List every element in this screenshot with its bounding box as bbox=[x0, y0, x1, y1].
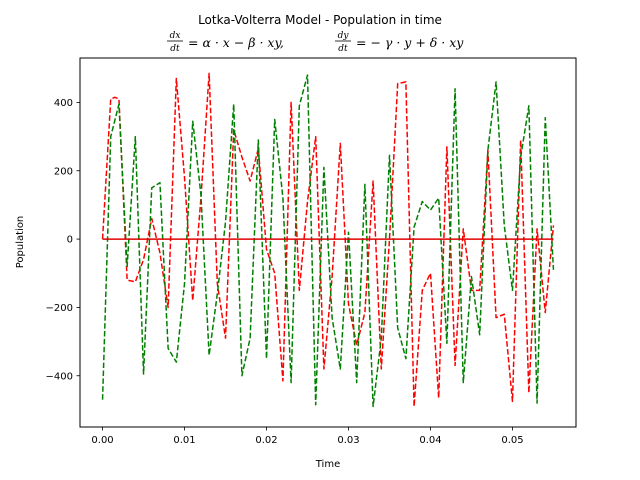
y-tick-label: −400 bbox=[46, 371, 73, 382]
plot-frame bbox=[79, 57, 577, 428]
x-tick-label: 0.01 bbox=[173, 435, 195, 446]
y-tick-label: 0 bbox=[67, 235, 73, 246]
x-tick-label: 0.00 bbox=[91, 435, 113, 446]
y-tick-label: 200 bbox=[54, 166, 73, 177]
equation-right-numerator: dy bbox=[338, 31, 350, 41]
chart-title: Lotka-Volterra Model - Population in tim… bbox=[198, 13, 442, 27]
equation-left-denominator: dt bbox=[170, 44, 180, 54]
equation-right-rhs: = − γ · y + δ · xy bbox=[356, 35, 464, 50]
equation-right-denominator: dt bbox=[338, 44, 348, 54]
x-axis-label: Time bbox=[315, 459, 340, 470]
x-tick-label: 0.03 bbox=[337, 435, 359, 446]
y-axis-label: Population bbox=[15, 216, 26, 269]
y-tick-label: −200 bbox=[46, 303, 73, 314]
equation-left-rhs: = α · x − β · xy, bbox=[188, 35, 284, 50]
x-tick-label: 0.02 bbox=[255, 435, 277, 446]
x-axis-ticks: 0.00 0.01 0.02 0.03 0.04 0.05 bbox=[91, 427, 524, 446]
equation-left: dx dt = α · x − β · xy, bbox=[167, 31, 284, 54]
y-axis-ticks: −400 −200 0 200 400 bbox=[46, 98, 80, 382]
x-tick-label: 0.05 bbox=[501, 435, 523, 446]
x-tick-label: 0.04 bbox=[419, 435, 441, 446]
series-line-1 bbox=[101, 72, 555, 408]
series-layer bbox=[101, 72, 555, 408]
series-line-2 bbox=[101, 74, 555, 408]
equation-left-numerator: dx bbox=[170, 31, 181, 41]
equation-right: dy dt = − γ · y + δ · xy bbox=[335, 31, 464, 54]
y-tick-label: 400 bbox=[54, 98, 73, 109]
